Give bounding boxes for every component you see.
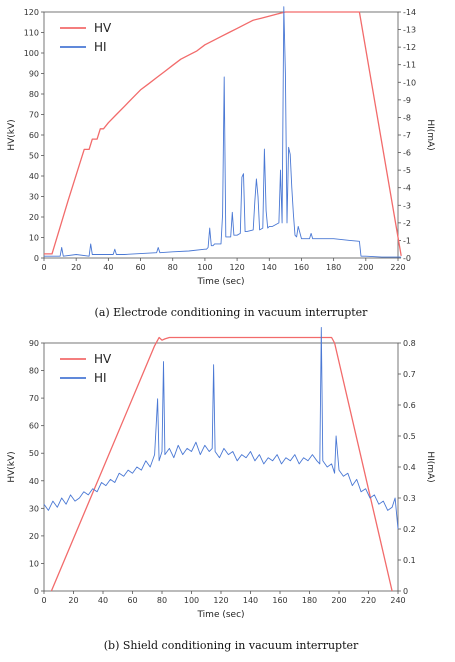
x-tick-label: 80: [157, 596, 167, 605]
y-tick-label: 10: [29, 234, 39, 243]
y-tick-label: 110: [24, 29, 39, 38]
y-tick-label: 40: [29, 172, 39, 181]
y2-tick-label: -9: [403, 96, 411, 105]
y2-tick-label: -1: [403, 236, 411, 245]
y2-axis-label: HI(mA): [425, 451, 435, 482]
x-tick-label: 0: [41, 263, 46, 272]
y-tick-label: 50: [29, 449, 39, 458]
y2-tick-label: -4: [403, 184, 411, 193]
y-tick-label: 70: [29, 394, 39, 403]
x-tick-label: 100: [184, 596, 199, 605]
y-tick-label: 40: [29, 477, 39, 486]
x-tick-label: 140: [262, 263, 277, 272]
y-tick-label: 20: [29, 532, 39, 541]
chart-a: 0 20 40 60 80 100 120 140 160 180 200 220 0 10 20 30 40 5…: [7, 6, 435, 319]
y-tick-label: 70: [29, 111, 39, 120]
y2-tick-label: 0.8: [403, 339, 416, 348]
y2-tick-label: 0.1: [403, 556, 416, 565]
x-tick-label: 20: [68, 596, 78, 605]
y2-tick-label: 0: [403, 587, 408, 596]
y2-tick-label: -6: [403, 149, 411, 158]
y2-tick-label: -14: [403, 8, 416, 17]
chart-b: 0 20 40 60 80 100 120 140 160 180 200 220 2400102030…: [7, 327, 435, 652]
x-tick-label: 60: [127, 596, 137, 605]
y-tick-label: 0: [34, 254, 39, 263]
y2-tick-label: -11: [403, 61, 416, 70]
series-line-hi: [43, 327, 399, 530]
y2-tick-label: -5: [403, 166, 411, 175]
x-tick-label: 120: [213, 596, 228, 605]
series-line-hv: [50, 336, 393, 592]
x-tick-label: 180: [326, 263, 341, 272]
y2-tick-label: -13: [403, 26, 416, 35]
y-tick-label: 60: [29, 422, 39, 431]
x-tick-label: 40: [103, 263, 113, 272]
x-tick-label: 200: [331, 596, 346, 605]
y-axis-label: HV(kV): [7, 451, 17, 482]
y-axis-label: HV(kV): [7, 119, 17, 150]
y2-tick-label: -10: [403, 78, 416, 87]
legend-label-hi: HI: [94, 371, 107, 385]
legend-label-hi: HI: [94, 40, 107, 54]
y2-tick-label: -7: [403, 131, 411, 140]
y2-tick-label: 0.6: [403, 401, 416, 410]
y2-tick-label: 0.5: [403, 432, 416, 441]
y2-tick-label: 0.3: [403, 494, 416, 503]
y2-tick-label: -3: [403, 201, 411, 210]
x-tick-label: 80: [168, 263, 178, 272]
x-tick-label: 240: [390, 596, 405, 605]
series-line-hi: [44, 6, 402, 258]
x-tick-label: 60: [135, 263, 145, 272]
y-tick-label: 30: [29, 193, 39, 202]
y2-tick-label: 0.4: [403, 463, 416, 472]
y-tick-label: 80: [29, 367, 39, 376]
x-tick-label: 0: [41, 596, 46, 605]
x-tick-label: 180: [302, 596, 317, 605]
x-tick-label: 160: [294, 263, 309, 272]
y-tick-label: 30: [29, 504, 39, 513]
y-tick-label: 20: [29, 213, 39, 222]
y2-tick-label: 0.2: [403, 525, 416, 534]
y-tick-label: 10: [29, 559, 39, 568]
y-tick-label: 80: [29, 90, 39, 99]
series-line-hv: [44, 11, 402, 257]
figure-caption: (b) Shield conditioning in vacuum interr…: [104, 639, 359, 652]
x-tick-label: 120: [229, 263, 244, 272]
y2-tick-label: -8: [403, 113, 411, 122]
x-tick-label: 100: [197, 263, 212, 272]
y-tick-label: 60: [29, 131, 39, 140]
y2-tick-label: -0: [403, 254, 411, 263]
figure-caption: (a) Electrode conditioning in vacuum int…: [95, 306, 369, 319]
y-tick-label: 120: [24, 8, 39, 17]
legend-label-hv: HV: [94, 352, 112, 366]
y-tick-label: 90: [29, 70, 39, 79]
x-axis-label: Time (sec): [196, 610, 244, 620]
x-tick-label: 220: [390, 263, 405, 272]
y2-axis-label: HI(mA): [425, 119, 435, 150]
y2-tick-label: -2: [403, 219, 411, 228]
y-tick-label: 50: [29, 152, 39, 161]
x-axis-label: Time (sec): [196, 277, 244, 287]
y-tick-label: 100: [24, 49, 39, 58]
x-tick-label: 160: [272, 596, 287, 605]
x-tick-label: 20: [71, 263, 81, 272]
y-tick-label: 0: [34, 587, 39, 596]
x-tick-label: 40: [98, 596, 108, 605]
legend-label-hv: HV: [94, 21, 112, 35]
y2-tick-label: -12: [403, 43, 416, 52]
x-tick-label: 220: [361, 596, 376, 605]
y2-tick-label: 0.7: [403, 370, 416, 379]
x-tick-label: 140: [243, 596, 258, 605]
y-tick-label: 90: [29, 339, 39, 348]
x-tick-label: 200: [358, 263, 373, 272]
